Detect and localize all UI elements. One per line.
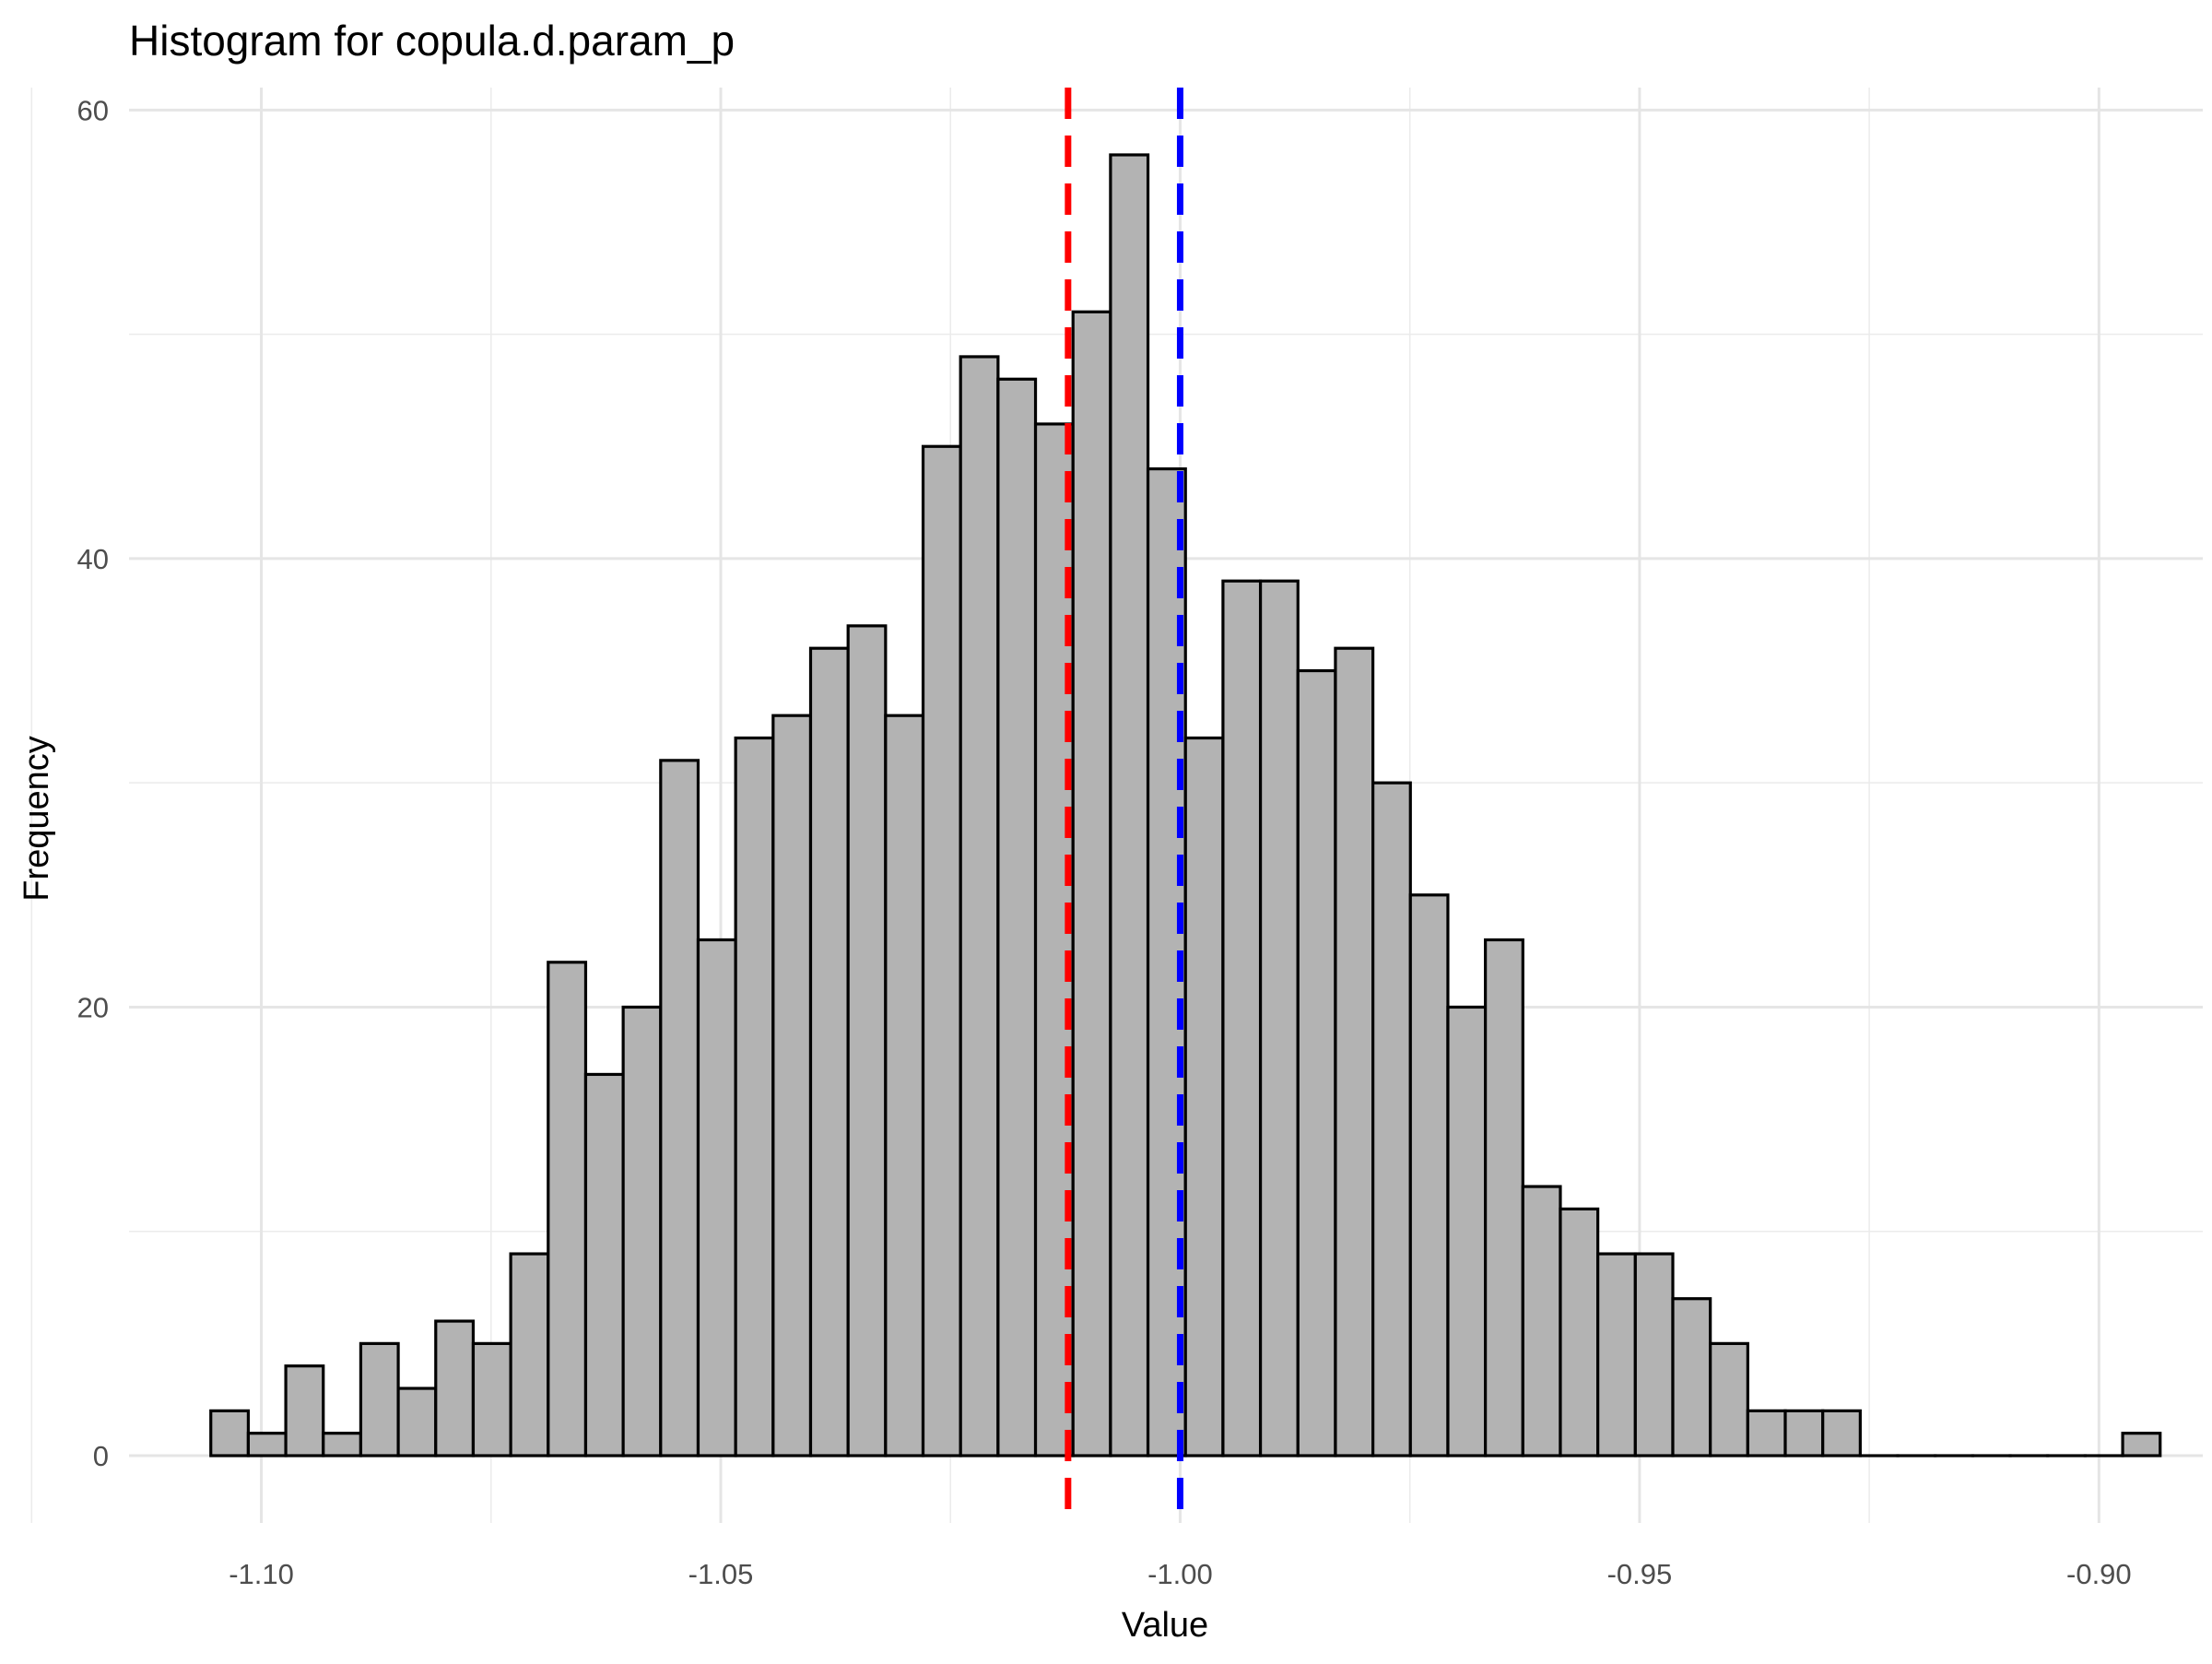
histogram-bar [1523, 1186, 1560, 1456]
x-tick-label: -1.05 [688, 1558, 754, 1590]
x-tick-label: -1.10 [229, 1558, 294, 1590]
histogram-bar [924, 446, 961, 1456]
histogram-bars [211, 155, 2160, 1456]
histogram-bar [735, 738, 773, 1457]
histogram-bar [1486, 939, 1524, 1456]
histogram-bar [1410, 895, 1448, 1456]
y-tick-label: 60 [77, 94, 109, 126]
histogram-bar [473, 1343, 511, 1456]
histogram-bar [698, 939, 735, 1456]
x-tick-label: -0.90 [2066, 1558, 2132, 1590]
histogram-bar [548, 962, 586, 1456]
histogram-bar [960, 357, 998, 1456]
histogram-bar [585, 1074, 623, 1456]
histogram-bar [1635, 1254, 1673, 1456]
histogram-bar [1223, 581, 1261, 1456]
histogram-bar [2123, 1434, 2160, 1456]
histogram-bar [248, 1434, 286, 1456]
histogram-bar [810, 648, 848, 1456]
histogram-bar [511, 1254, 548, 1456]
histogram-bar [1073, 312, 1111, 1456]
histogram-bar [1261, 581, 1299, 1456]
histogram-bar [1560, 1209, 1598, 1456]
histogram-bar [1185, 738, 1223, 1457]
histogram-bar [1747, 1410, 1785, 1456]
y-axis-ticks: 0 20 40 60 [77, 94, 109, 1472]
histogram-bar [211, 1410, 249, 1456]
y-tick-label: 0 [93, 1440, 109, 1472]
histogram-bar [998, 379, 1036, 1456]
histogram-bar [1448, 1007, 1486, 1456]
histogram-bar [1335, 648, 1373, 1456]
histogram-bar [286, 1366, 324, 1456]
y-axis-label: Frequency [18, 736, 56, 902]
histogram-bar [360, 1343, 398, 1456]
y-tick-label: 40 [77, 543, 109, 575]
histogram-bar [324, 1434, 361, 1456]
histogram-bar [1598, 1254, 1636, 1456]
histogram-bar [1111, 155, 1148, 1456]
x-tick-label: -1.00 [1147, 1558, 1213, 1590]
histogram-bar [436, 1321, 474, 1456]
histogram-bar [848, 626, 886, 1456]
histogram-bar [1673, 1299, 1711, 1456]
histogram-bar [661, 761, 699, 1456]
histogram-bar [1785, 1410, 1823, 1456]
x-axis-ticks: -1.10 -1.05 -1.00 -0.95 -0.90 [229, 1558, 2131, 1590]
histogram-bar [886, 715, 924, 1456]
chart-title: Histogram for copula.d.param_p [129, 17, 735, 65]
histogram-bar [1823, 1410, 1861, 1456]
x-tick-label: -0.95 [1607, 1558, 1673, 1590]
histogram-bar [1711, 1343, 1748, 1456]
x-axis-label: Value [1122, 1606, 1208, 1645]
histogram-bar [1298, 671, 1335, 1456]
y-tick-label: 20 [77, 991, 109, 1023]
histogram-bar [773, 715, 811, 1456]
histogram-bar [398, 1388, 436, 1456]
histogram-bar [1373, 783, 1411, 1456]
histogram-bar [623, 1007, 661, 1456]
